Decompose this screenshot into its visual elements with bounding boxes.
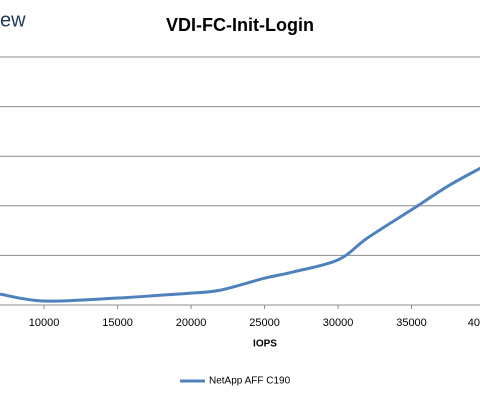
x-tick-label: 10000 (29, 317, 60, 329)
x-tick-label: 20000 (176, 317, 207, 329)
logo: ew (0, 9, 26, 31)
x-tick-label: 40 (468, 317, 480, 329)
x-axis-label: IOPS (253, 339, 277, 350)
x-tick-label: 30000 (323, 317, 354, 329)
line-series (0, 166, 480, 303)
x-tick-label: 25000 (249, 317, 280, 329)
x-tick-label: 15000 (102, 317, 133, 329)
chart-title: VDI-FC-Init-Login (166, 15, 314, 35)
x-tick-label: 35000 (396, 317, 427, 329)
legend-label: NetApp AFF C190 (209, 376, 291, 387)
